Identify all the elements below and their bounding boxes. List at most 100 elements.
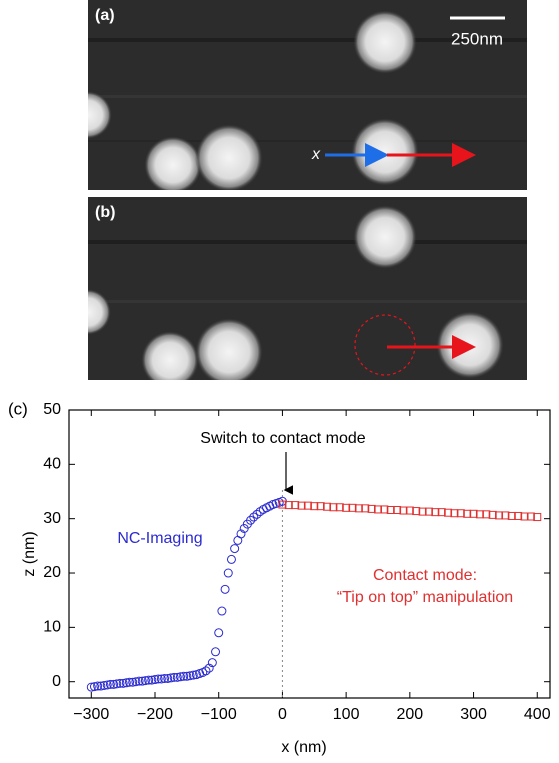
data-point [214, 628, 224, 638]
annotation: “Tip on top” manipulation [337, 589, 513, 606]
data-point [86, 682, 96, 692]
data-point [211, 647, 221, 657]
data-point [147, 675, 157, 685]
data-point [112, 679, 122, 689]
data-point [450, 509, 459, 518]
data-point [380, 505, 389, 514]
data-point [246, 515, 256, 525]
data-point [131, 677, 141, 687]
data-point [297, 501, 306, 510]
panel-label: (b) [95, 204, 115, 221]
data-point [303, 501, 312, 510]
data-point [217, 606, 227, 616]
annotation: NC-Imaging [117, 530, 202, 547]
data-point [236, 529, 246, 539]
data-point [526, 512, 535, 521]
data-point [501, 511, 510, 520]
data-point [115, 678, 125, 688]
x-tick-label: 400 [524, 706, 551, 723]
data-point [431, 508, 440, 517]
data-point [166, 673, 176, 683]
data-point [354, 504, 363, 513]
data-point [89, 682, 99, 692]
data-point [399, 506, 408, 515]
data-point [533, 513, 542, 522]
data-point [169, 672, 179, 682]
data-point [201, 666, 211, 676]
y-tick-label: 10 [43, 619, 61, 636]
data-point [482, 510, 491, 519]
data-point [367, 504, 376, 513]
data-point [252, 509, 262, 519]
data-point [96, 681, 106, 691]
data-point [463, 509, 472, 518]
y-tick-label: 40 [43, 456, 61, 473]
data-point [156, 674, 166, 684]
data-point [405, 506, 414, 515]
data-point [335, 503, 344, 512]
data-point [182, 671, 192, 681]
image-b [88, 197, 527, 380]
data-point [437, 508, 446, 517]
y-tick-label: 50 [43, 401, 61, 418]
data-point [118, 678, 128, 688]
data-point [93, 681, 103, 691]
data-point [153, 674, 163, 684]
panel-label: (a) [95, 7, 115, 24]
data-point [393, 505, 402, 514]
data-point [179, 671, 189, 681]
x-axis-label: x (nm) [281, 739, 326, 756]
data-point [105, 679, 115, 689]
data-point [226, 554, 236, 564]
data-point [172, 672, 182, 682]
data-point [223, 568, 233, 578]
data-point [342, 503, 351, 512]
annotation: Contact mode: [373, 567, 477, 584]
x-tick-label: 0 [278, 706, 287, 723]
y-tick-label: 30 [43, 510, 61, 527]
y-tick-label: 20 [43, 564, 61, 581]
data-point [348, 503, 357, 512]
scale-bar-label: 250nm [451, 29, 503, 48]
data-point [316, 502, 325, 511]
data-point [220, 584, 230, 594]
data-point [121, 678, 131, 688]
data-point [514, 511, 523, 520]
data-point [134, 676, 144, 686]
data-point [175, 672, 185, 682]
x-tick-label: 300 [460, 706, 487, 723]
annotation: Switch to contact mode [200, 430, 366, 447]
arrow-label: x [311, 146, 321, 163]
x-tick-label: −100 [201, 706, 237, 723]
data-point [361, 504, 370, 513]
x-tick-label: 100 [333, 706, 360, 723]
data-point [137, 676, 147, 686]
data-point [475, 510, 484, 519]
data-point [444, 508, 453, 517]
plot-frame [68, 409, 551, 699]
data-point [140, 676, 150, 686]
data-point [284, 501, 293, 510]
y-axis-label: z (nm) [21, 531, 38, 576]
data-point [310, 502, 319, 511]
data-point [163, 673, 173, 683]
data-point [507, 511, 516, 520]
data-point [99, 681, 109, 691]
data-point [373, 505, 382, 514]
data-point [160, 673, 170, 683]
image-a [88, 0, 527, 190]
data-point [424, 507, 433, 516]
panel-label: (c) [8, 399, 28, 418]
data-point [386, 505, 395, 514]
data-point [520, 512, 529, 521]
data-point [249, 512, 259, 522]
x-tick-label: −200 [137, 706, 173, 723]
data-point [488, 510, 497, 519]
data-point [188, 670, 198, 680]
x-tick-label: 200 [396, 706, 423, 723]
y-tick-label: 0 [52, 673, 61, 690]
data-point [323, 502, 332, 511]
data-point [469, 509, 478, 518]
data-point [418, 507, 427, 516]
